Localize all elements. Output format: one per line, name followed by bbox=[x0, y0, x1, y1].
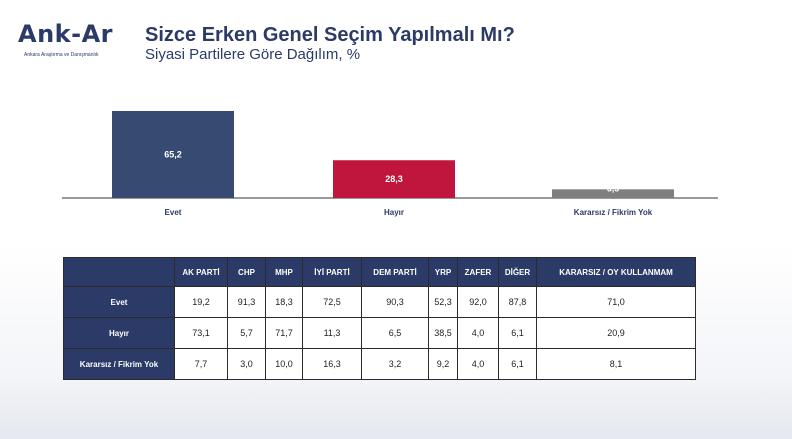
table-cell: 9,2 bbox=[428, 348, 458, 380]
table-cell: 11,3 bbox=[302, 317, 362, 349]
party-breakdown-table: AK PARTİ CHP MHP İYİ PARTİ DEM PARTİ YRP ZAFER… bbox=[63, 257, 696, 380]
table-cell: 8,1 bbox=[536, 348, 696, 380]
table-cell: 71,7 bbox=[265, 317, 303, 349]
category-label-kararsiz: Kararsız / Fikrim Yok bbox=[574, 208, 653, 217]
column-header: CHP bbox=[227, 257, 266, 287]
table-cell: 4,0 bbox=[457, 317, 499, 349]
category-label-evet: Evet bbox=[165, 208, 182, 217]
table-corner-cell bbox=[63, 257, 175, 287]
row-header: Kararsız / Fikrim Yok bbox=[63, 348, 175, 380]
column-header: DEM PARTİ bbox=[361, 257, 429, 287]
table-cell: 5,7 bbox=[227, 317, 266, 349]
table-row: Kararsız / Fikrim Yok 7,7 3,0 10,0 16,3 3,2 9,… bbox=[63, 348, 696, 380]
column-header: YRP bbox=[428, 257, 458, 287]
table-cell: 6,5 bbox=[361, 317, 429, 349]
table-cell: 4,0 bbox=[457, 348, 499, 380]
table-cell: 92,0 bbox=[457, 286, 499, 318]
row-header: Hayır bbox=[63, 317, 175, 349]
table-cell: 18,3 bbox=[265, 286, 303, 318]
bar-evet bbox=[112, 111, 234, 198]
table-cell: 6,1 bbox=[498, 348, 537, 380]
ank-ar-logo: Ank-Ar Ankara Araştırma ve Danışmanlık bbox=[18, 20, 128, 62]
table-cell: 72,5 bbox=[302, 286, 362, 318]
column-header: AK PARTİ bbox=[174, 257, 228, 287]
table-cell: 87,8 bbox=[498, 286, 537, 318]
table-cell: 52,3 bbox=[428, 286, 458, 318]
column-header: ZAFER bbox=[457, 257, 499, 287]
table-cell: 90,3 bbox=[361, 286, 429, 318]
table-cell: 73,1 bbox=[174, 317, 228, 349]
bar-value-label-kararsiz: 6,5 bbox=[607, 183, 620, 193]
table-cell: 10,0 bbox=[265, 348, 303, 380]
table-header-row: AK PARTİ CHP MHP İYİ PARTİ DEM PARTİ YRP ZAFER… bbox=[63, 257, 696, 287]
table-row: Hayır 73,1 5,7 71,7 11,3 6,5 38,5 4,0 6,1 20,9 bbox=[63, 317, 696, 349]
bar-kararsiz bbox=[552, 189, 674, 198]
table-cell: 6,1 bbox=[498, 317, 537, 349]
bar-hayir bbox=[333, 160, 455, 198]
table-cell: 7,7 bbox=[174, 348, 228, 380]
table-cell: 3,0 bbox=[227, 348, 266, 380]
table-cell: 3,2 bbox=[361, 348, 429, 380]
column-header: DİĞER bbox=[498, 257, 537, 287]
bar-value-label-evet: 65,2 bbox=[164, 150, 182, 160]
decorative-wave bbox=[0, 379, 792, 439]
bar-chart: 65,2 Evet 28,3 Hayır 6,5 Kararsız / Fikrim Yo… bbox=[62, 111, 718, 217]
page-title: Sizce Erken Genel Seçim Yapılmalı Mı? bbox=[145, 24, 515, 46]
page-subtitle: Siyasi Partilere Göre Dağılım, % bbox=[145, 46, 361, 63]
table-cell: 71,0 bbox=[536, 286, 696, 318]
table-cell: 19,2 bbox=[174, 286, 228, 318]
table-cell: 38,5 bbox=[428, 317, 458, 349]
logo-name: Ank-Ar bbox=[18, 20, 113, 48]
column-header: MHP bbox=[265, 257, 303, 287]
table-cell: 20,9 bbox=[536, 317, 696, 349]
logo-tagline: Ankara Araştırma ve Danışmanlık bbox=[24, 52, 99, 58]
category-label-hayir: Hayır bbox=[384, 208, 404, 217]
table-cell: 91,3 bbox=[227, 286, 266, 318]
table-cell: 16,3 bbox=[302, 348, 362, 380]
bar-value-label-hayir: 28,3 bbox=[385, 174, 403, 184]
column-header: İYİ PARTİ bbox=[302, 257, 362, 287]
column-header: KARARSIZ / OY KULLANMAM bbox=[536, 257, 696, 287]
table-row: Evet 19,2 91,3 18,3 72,5 90,3 52,3 92,0 87,8 71,0 bbox=[63, 286, 696, 318]
row-header: Evet bbox=[63, 286, 175, 318]
